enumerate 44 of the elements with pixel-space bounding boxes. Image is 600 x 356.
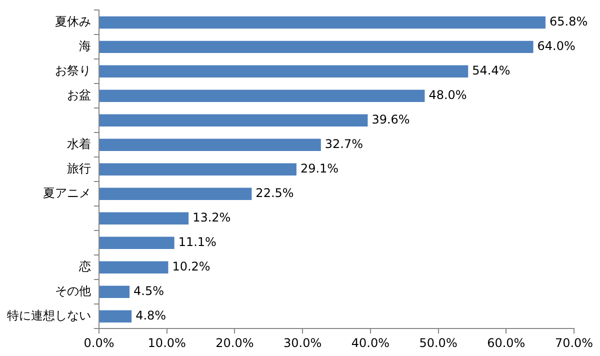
y-tick-label: 海 <box>79 39 91 54</box>
x-tick-label: 50.0% <box>419 336 458 350</box>
y-tick-label: 恋 <box>78 259 91 274</box>
x-tick-label: 20.0% <box>216 336 254 350</box>
y-tick-label: 水着 <box>67 137 91 152</box>
x-tick-label: 70.0% <box>554 336 594 350</box>
data-label: 4.8% <box>136 308 166 322</box>
y-tick-label: 特に連想しない <box>7 308 91 322</box>
bar <box>100 65 468 78</box>
y-tick-label: 夏休み <box>55 14 91 29</box>
bar <box>100 236 174 249</box>
data-label: 54.4% <box>472 64 510 78</box>
y-tick-label: 夏アニメ <box>43 186 91 200</box>
x-tick-label: 30.0% <box>284 336 322 350</box>
data-label: 10.2% <box>172 259 210 274</box>
bar <box>100 310 132 322</box>
y-tick-label: 旅行 <box>67 162 91 176</box>
bar <box>100 286 130 298</box>
data-label: 39.6% <box>372 112 410 127</box>
bar <box>100 188 252 200</box>
data-label: 48.0% <box>428 88 467 102</box>
data-label: 13.2% <box>192 210 231 225</box>
bar <box>100 40 534 54</box>
data-label: 22.5% <box>256 186 294 200</box>
bar <box>100 212 189 225</box>
data-label: 4.5% <box>134 284 164 298</box>
data-label: 65.8% <box>550 14 588 29</box>
bar <box>100 261 168 274</box>
bar <box>100 90 425 102</box>
data-label: 11.1% <box>178 235 216 249</box>
data-label: 29.1% <box>300 162 339 176</box>
x-tick-label: 60.0% <box>487 336 526 350</box>
x-tick-label: 40.0% <box>351 336 390 350</box>
bar <box>100 138 321 152</box>
x-tick-label: 10.0% <box>148 336 186 350</box>
bar <box>100 114 368 127</box>
data-label: 64.0% <box>537 39 576 54</box>
data-label: 32.7% <box>324 137 364 152</box>
x-tick-label: 0.0% <box>84 336 114 350</box>
y-tick-label: その他 <box>55 284 91 298</box>
y-tick-label: お盆 <box>67 88 91 102</box>
bar <box>100 16 546 29</box>
bar <box>100 163 296 176</box>
y-tick-label: お祭り <box>55 64 91 78</box>
